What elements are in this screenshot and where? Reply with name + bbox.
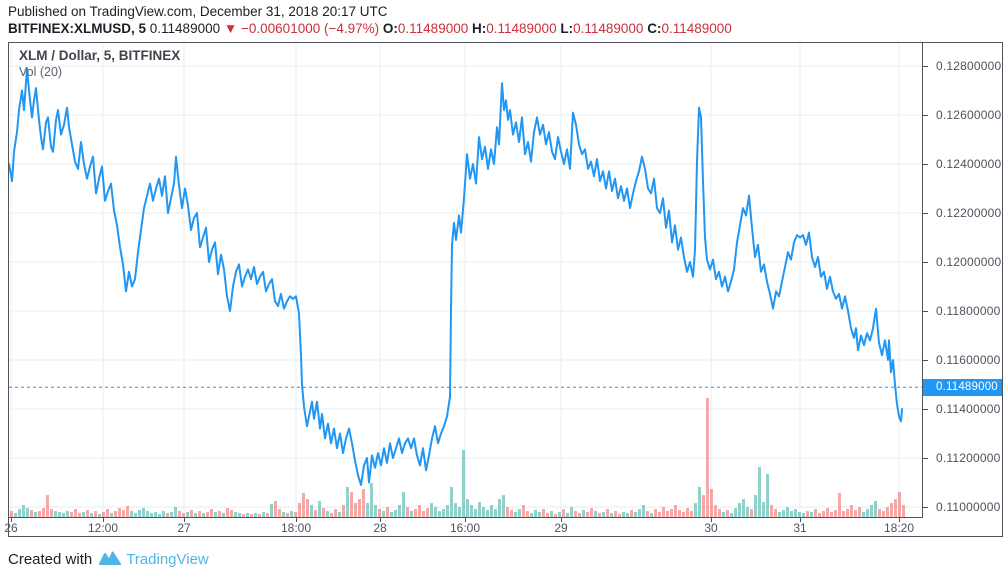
- x-axis-tick: [561, 518, 562, 522]
- price-chart-pane[interactable]: XLM / Dollar, 5, BITFINEX Vol (20): [9, 43, 923, 518]
- y-axis-label: 0.11600000: [923, 353, 1001, 367]
- open-label: O:: [382, 21, 398, 36]
- x-axis-tick: [11, 518, 12, 522]
- close-label: C:: [647, 21, 662, 36]
- x-axis-label: 31: [793, 521, 807, 535]
- tradingview-logo-icon: [99, 550, 122, 570]
- x-axis-label: 18:20: [883, 521, 915, 535]
- x-axis-label: 18:00: [280, 521, 312, 535]
- y-axis-label: 0.11400000: [923, 402, 1001, 416]
- y-axis-label: 0.12400000: [923, 157, 1001, 171]
- x-axis-tick: [380, 518, 381, 522]
- y-axis-label: 0.11000000: [923, 500, 1001, 514]
- current-price-badge: 0.11489000: [923, 378, 1002, 396]
- low-value: 0.11489000: [573, 21, 644, 36]
- x-axis-tick: [800, 518, 801, 522]
- legend-symbol-title: XLM / Dollar, 5, BITFINEX: [19, 48, 181, 63]
- attribution-footer: Created with TradingView: [8, 548, 209, 570]
- x-axis-label: 12:00: [87, 521, 119, 535]
- x-axis-label: 28: [373, 521, 387, 535]
- price-line-chart: [9, 43, 922, 517]
- last-price: 0.11489000: [149, 21, 221, 36]
- price-scale[interactable]: 0.11489000 0.12800000 0.12600000 0.1240000…: [923, 43, 1002, 517]
- close-value: 0.11489000: [661, 21, 732, 36]
- quote-line: BITFINEX:XLMUSD, 5 0.11489000 ▼ −0.00601…: [8, 21, 732, 36]
- chart-legend: XLM / Dollar, 5, BITFINEX Vol (20): [19, 48, 180, 79]
- x-axis-tick: [711, 518, 712, 522]
- published-line: Published on TradingView.com, December 3…: [8, 4, 388, 19]
- open-value: 0.11489000: [397, 21, 469, 36]
- tradingview-brand-link[interactable]: TradingView: [126, 550, 209, 568]
- y-axis-label: 0.12600000: [923, 108, 1001, 122]
- x-axis-tick: [184, 518, 185, 522]
- y-axis-label: 0.12200000: [923, 206, 1001, 220]
- y-axis-label: 0.11200000: [923, 451, 1001, 465]
- y-axis-label: 0.12800000: [923, 59, 1001, 73]
- x-axis-tick: [103, 518, 104, 522]
- x-axis-tick: [465, 518, 466, 522]
- y-axis-label: 0.11800000: [923, 304, 1001, 318]
- time-scale[interactable]: 26 12:00 27 18:00 28 16:00 29 30 31 18:20: [4, 518, 1002, 536]
- high-label: H:: [472, 21, 487, 36]
- x-axis-tick: [899, 518, 900, 522]
- low-label: L:: [560, 21, 574, 36]
- symbol-name: BITFINEX:XLMUSD, 5: [8, 21, 147, 36]
- x-axis-tick: [296, 518, 297, 522]
- x-axis-label: 26: [4, 521, 18, 535]
- x-axis-label: 27: [177, 521, 191, 535]
- down-triangle-icon: ▼: [223, 21, 238, 36]
- x-axis-label: 29: [554, 521, 568, 535]
- price-change: −0.00601000 (−4.97%): [241, 21, 380, 36]
- chart-frame: XLM / Dollar, 5, BITFINEX Vol (20) 0.114…: [4, 42, 1003, 537]
- created-with-text: Created with: [8, 550, 93, 568]
- high-value: 0.11489000: [486, 21, 557, 36]
- y-axis-label: 0.12000000: [923, 255, 1001, 269]
- x-axis-label: 30: [704, 521, 718, 535]
- legend-volume-indicator: Vol (20): [19, 65, 63, 79]
- x-axis-label: 16:00: [449, 521, 481, 535]
